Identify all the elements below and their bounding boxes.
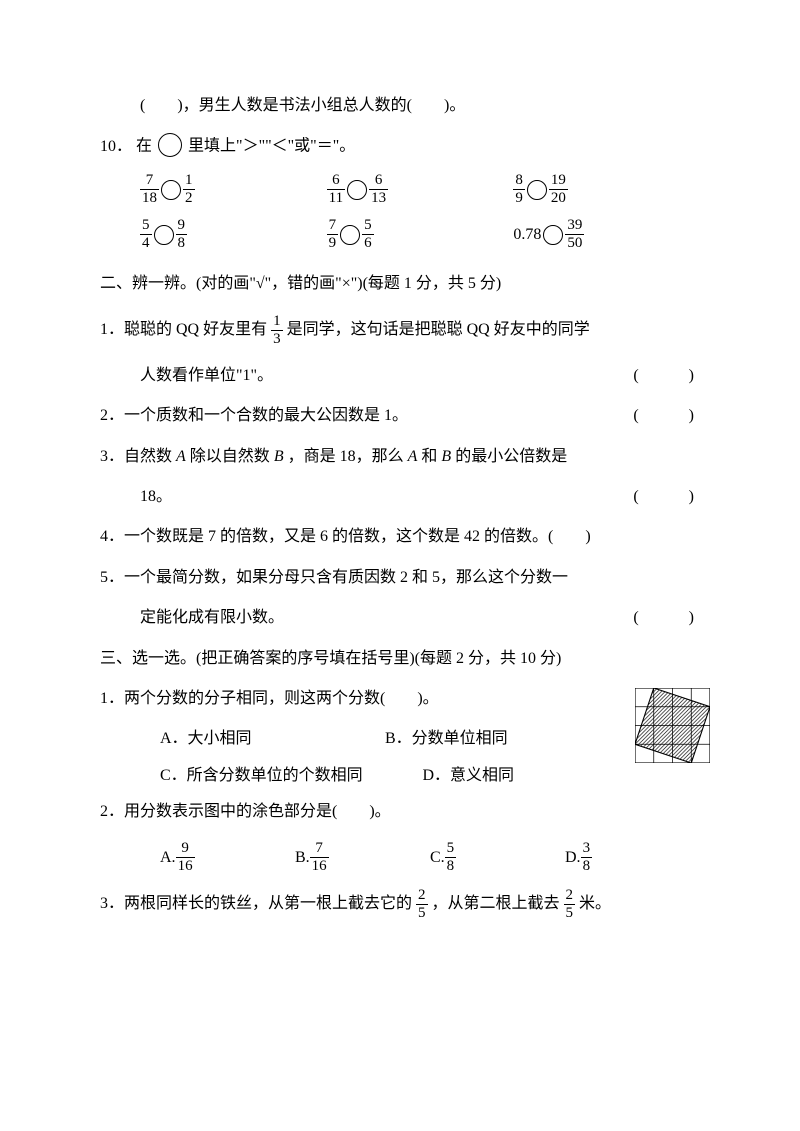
- compare-circle-icon[interactable]: [527, 180, 547, 200]
- fraction: 56: [362, 218, 374, 251]
- compare-circle-icon[interactable]: [543, 225, 563, 245]
- q10-prompt-b: 里填上"＞""＜"或"＝"。: [188, 138, 355, 155]
- var-B: B: [274, 448, 284, 465]
- fraction: 38: [581, 841, 593, 874]
- fraction: 718: [140, 173, 159, 206]
- opt-label: C.: [430, 847, 445, 869]
- q10-label: 10．: [100, 136, 132, 158]
- sec3-q1-block: 1．两个分数的分子相同，则这两个分数( )。 A．大小相同 B．分数单位相同 C…: [100, 688, 700, 787]
- fraction: 25: [564, 888, 576, 921]
- compare-circle-icon[interactable]: [340, 225, 360, 245]
- sec3-q3-c: 米。: [579, 896, 611, 913]
- sec2-q2-text: 2．一个质数和一个合数的最大公因数是 1。: [100, 407, 408, 424]
- q10-prompt-a: 在: [136, 138, 152, 155]
- answer-paren[interactable]: ( ): [633, 486, 700, 508]
- fraction: 3950: [565, 218, 584, 251]
- fraction: 1920: [549, 173, 568, 206]
- sec2-q5-line2: 定能化成有限小数。 ( ): [100, 607, 700, 629]
- fraction: 13: [271, 314, 283, 347]
- sec2-q5-line1: 5．一个最简分数，如果分母只含有质因数 2 和 5，那么这个分数一: [100, 567, 700, 589]
- blank-circle-icon: [158, 133, 182, 157]
- sec3-q3-a: 3．两根同样长的铁丝，从第一根上截去它的: [100, 896, 412, 913]
- q10-r1c3: 89 1920: [513, 173, 700, 206]
- sec2-q1-line2: 人数看作单位"1"。 ( ): [100, 365, 700, 387]
- compare-circle-icon[interactable]: [161, 180, 181, 200]
- fraction: 98: [176, 218, 188, 251]
- sec2-q2: 2．一个质数和一个合数的最大公因数是 1。 ( ): [100, 405, 700, 427]
- sec2-heading: 二、辨一辨。(对的画"√"，错的画"×")(每题 1 分，共 5 分): [100, 273, 700, 295]
- fraction: 79: [327, 218, 339, 251]
- decimal-value: 0.78: [513, 224, 541, 246]
- sec2-q1-c: 人数看作单位"1"。: [140, 367, 273, 384]
- q10-prompt: 10． 在 里填上"＞""＜"或"＝"。: [100, 135, 700, 159]
- q10-r1c2: 611 613: [327, 173, 514, 206]
- q10-row1: 718 12 611 613 89 1920: [100, 173, 700, 206]
- option-B[interactable]: B. 716: [295, 841, 430, 874]
- sec3-q2-opts: A. 916 B. 716 C. 58 D. 38: [100, 841, 700, 874]
- fraction: 716: [310, 841, 329, 874]
- sec2-q3-b: 除以自然数: [190, 448, 274, 465]
- sec3-q1: 1．两个分数的分子相同，则这两个分数( )。: [100, 688, 700, 710]
- var-A: A: [408, 448, 418, 465]
- sec3-q1-opts-row1: A．大小相同 B．分数单位相同: [100, 728, 700, 750]
- sec2-q3-f: 18。: [140, 488, 172, 505]
- sec2-q5-b: 定能化成有限小数。: [140, 609, 284, 626]
- sec3-heading: 三、选一选。(把正确答案的序号填在括号里)(每题 2 分，共 10 分): [100, 648, 700, 670]
- q-cont-line: ( )，男生人数是书法小组总人数的( )。: [100, 95, 700, 117]
- compare-circle-icon[interactable]: [347, 180, 367, 200]
- exam-page: ( )，男生人数是书法小组总人数的( )。 10． 在 里填上"＞""＜"或"＝…: [0, 0, 800, 1131]
- option-C[interactable]: C．所含分数单位的个数相同: [160, 765, 423, 787]
- fraction: 25: [416, 888, 428, 921]
- sec2-q3-d: 和: [421, 448, 441, 465]
- q10-r2c3: 0.78 3950: [513, 218, 700, 251]
- fraction: 611: [327, 173, 345, 206]
- fraction: 12: [183, 173, 195, 206]
- sec2-q1-line1: 1．聪聪的 QQ 好友里有 13 是同学，这句话是把聪聪 QQ 好友中的同学: [100, 314, 700, 347]
- var-A: A: [176, 448, 186, 465]
- shaded-square-figure-icon: [635, 688, 710, 763]
- sec3-q3-b: ，从第二根上截去: [432, 896, 560, 913]
- sec2-q3-line1: 3．自然数 A 除以自然数 B ，商是 18，那么 A 和 B 的最小公倍数是: [100, 446, 700, 468]
- q10-r2c1: 54 98: [140, 218, 327, 251]
- fraction: 54: [140, 218, 152, 251]
- option-B[interactable]: B．分数单位相同: [385, 728, 610, 750]
- sec3-q2: 2．用分数表示图中的涂色部分是( )。: [100, 801, 700, 823]
- option-A[interactable]: A. 916: [160, 841, 295, 874]
- option-D[interactable]: D．意义相同: [423, 765, 611, 787]
- sec2-q3-line2: 18。 ( ): [100, 486, 700, 508]
- fraction: 58: [445, 841, 457, 874]
- option-A[interactable]: A．大小相同: [160, 728, 385, 750]
- sec2-q3-e: 的最小公倍数是: [455, 448, 567, 465]
- sec2-q3-a: 3．自然数: [100, 448, 176, 465]
- opt-label: A.: [160, 847, 176, 869]
- sec2-q1-a: 1．聪聪的 QQ 好友里有: [100, 321, 267, 338]
- q-cont-text: ( )，男生人数是书法小组总人数的( )。: [140, 97, 465, 114]
- q10-r1c1: 718 12: [140, 173, 327, 206]
- compare-circle-icon[interactable]: [154, 225, 174, 245]
- option-C[interactable]: C. 58: [430, 841, 565, 874]
- fraction: 89: [513, 173, 525, 206]
- answer-paren[interactable]: ( ): [633, 405, 700, 427]
- q10-row2: 54 98 79 56 0.78 3950: [100, 218, 700, 251]
- sec2-q3-c: ，商是 18，那么: [288, 448, 408, 465]
- opt-label: D.: [565, 847, 581, 869]
- opt-label: B.: [295, 847, 310, 869]
- sec2-q4-text: 4．一个数既是 7 的倍数，又是 6 的倍数，这个数是 42 的倍数。( ): [100, 528, 591, 545]
- answer-paren[interactable]: ( ): [633, 365, 700, 387]
- var-B: B: [441, 448, 451, 465]
- q10-r2c2: 79 56: [327, 218, 514, 251]
- fraction: 916: [176, 841, 195, 874]
- fraction: 613: [369, 173, 388, 206]
- option-D[interactable]: D. 38: [565, 841, 700, 874]
- answer-paren[interactable]: ( ): [633, 607, 700, 629]
- sec3-q1-opts-row2: C．所含分数单位的个数相同 D．意义相同: [100, 765, 700, 787]
- sec3-q3: 3．两根同样长的铁丝，从第一根上截去它的 25 ，从第二根上截去 25 米。: [100, 888, 700, 921]
- sec2-q4: 4．一个数既是 7 的倍数，又是 6 的倍数，这个数是 42 的倍数。( ): [100, 526, 700, 548]
- sec2-q1-b: 是同学，这句话是把聪聪 QQ 好友中的同学: [287, 321, 590, 338]
